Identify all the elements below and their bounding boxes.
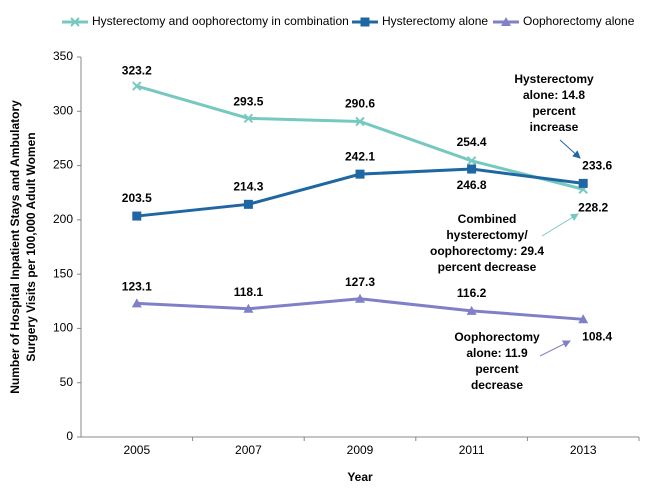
point-marker	[131, 298, 142, 308]
annotation: percent	[532, 104, 575, 118]
data-label: 246.8	[457, 178, 487, 192]
data-label: 123.1	[122, 280, 152, 294]
data-label: 293.5	[233, 95, 263, 109]
data-label: 127.3	[345, 275, 375, 289]
y-tick-label: 150	[53, 266, 73, 280]
point-marker	[578, 178, 588, 188]
annotation-arrow	[559, 139, 581, 159]
point-marker	[355, 116, 365, 127]
x-axis-title: Year	[347, 470, 373, 484]
annotation-arrow	[541, 213, 579, 237]
legend-marker	[501, 17, 511, 26]
annotation: oophorectomy: 29.4	[430, 244, 544, 258]
annotation: Oophorectomy	[454, 330, 540, 344]
point-marker	[466, 305, 477, 315]
legend-label: Hysterectomy and oophorectomy in combina…	[92, 14, 349, 28]
data-label: 242.1	[345, 149, 375, 163]
annotation: hysterectomy/	[446, 228, 528, 242]
x-tick-label: 2013	[570, 443, 597, 457]
annotation: Hysterectomy	[514, 72, 594, 86]
x-tick-label: 2005	[123, 443, 150, 457]
point-marker	[467, 164, 477, 174]
annotation: decrease	[471, 378, 523, 392]
point-marker	[243, 303, 254, 313]
point-marker	[355, 293, 365, 303]
point-marker	[466, 156, 477, 166]
legend-marker	[70, 17, 80, 27]
legend-label: Oophorectomy alone	[523, 14, 635, 28]
point-marker	[132, 81, 142, 91]
annotation: percent decrease	[438, 260, 537, 274]
data-label: 214.3	[233, 180, 263, 194]
y-tick-label: 100	[53, 321, 73, 335]
annotation: percent	[475, 362, 518, 376]
annotation-arrow	[539, 340, 571, 357]
data-label: 118.1	[234, 285, 264, 299]
point-marker	[578, 314, 589, 324]
data-label: 290.6	[345, 97, 375, 111]
legend-label: Hysterectomy alone	[382, 14, 488, 28]
y-axis-title: Surgery Visits per 100,000 Adult Women	[24, 132, 38, 361]
y-tick-label: 250	[53, 158, 73, 172]
annotation: alone: 14.8	[523, 88, 585, 102]
data-label: 233.6	[582, 159, 612, 173]
y-tick-label: 50	[60, 375, 74, 389]
y-tick-label: 0	[66, 429, 73, 443]
data-label: 116.2	[457, 286, 487, 300]
data-label: 228.2	[578, 200, 608, 214]
point-marker	[243, 113, 254, 124]
x-tick-label: 2007	[235, 443, 262, 457]
point-marker	[243, 199, 253, 209]
x-tick-label: 2011	[459, 443, 485, 457]
y-tick-label: 200	[53, 212, 73, 226]
data-label: 323.2	[122, 63, 152, 77]
data-label: 254.4	[457, 135, 487, 149]
legend-marker	[360, 17, 370, 27]
y-axis-title: Number of Hospital Inpatient Stays and A…	[8, 100, 22, 394]
data-label: 203.5	[122, 191, 152, 205]
point-marker	[132, 211, 142, 221]
x-tick-label: 2009	[347, 443, 374, 457]
data-label: 108.4	[582, 329, 612, 343]
point-marker	[355, 169, 365, 179]
annotation: Combined	[458, 212, 517, 226]
y-tick-label: 300	[53, 103, 73, 117]
annotation: alone: 11.9	[466, 346, 528, 360]
annotation: increase	[530, 120, 579, 134]
y-tick-label: 350	[53, 49, 73, 63]
